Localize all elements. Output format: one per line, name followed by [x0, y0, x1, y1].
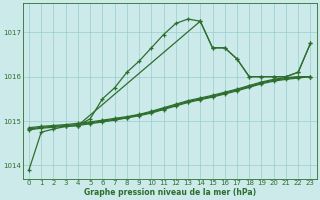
X-axis label: Graphe pression niveau de la mer (hPa): Graphe pression niveau de la mer (hPa) — [84, 188, 256, 197]
